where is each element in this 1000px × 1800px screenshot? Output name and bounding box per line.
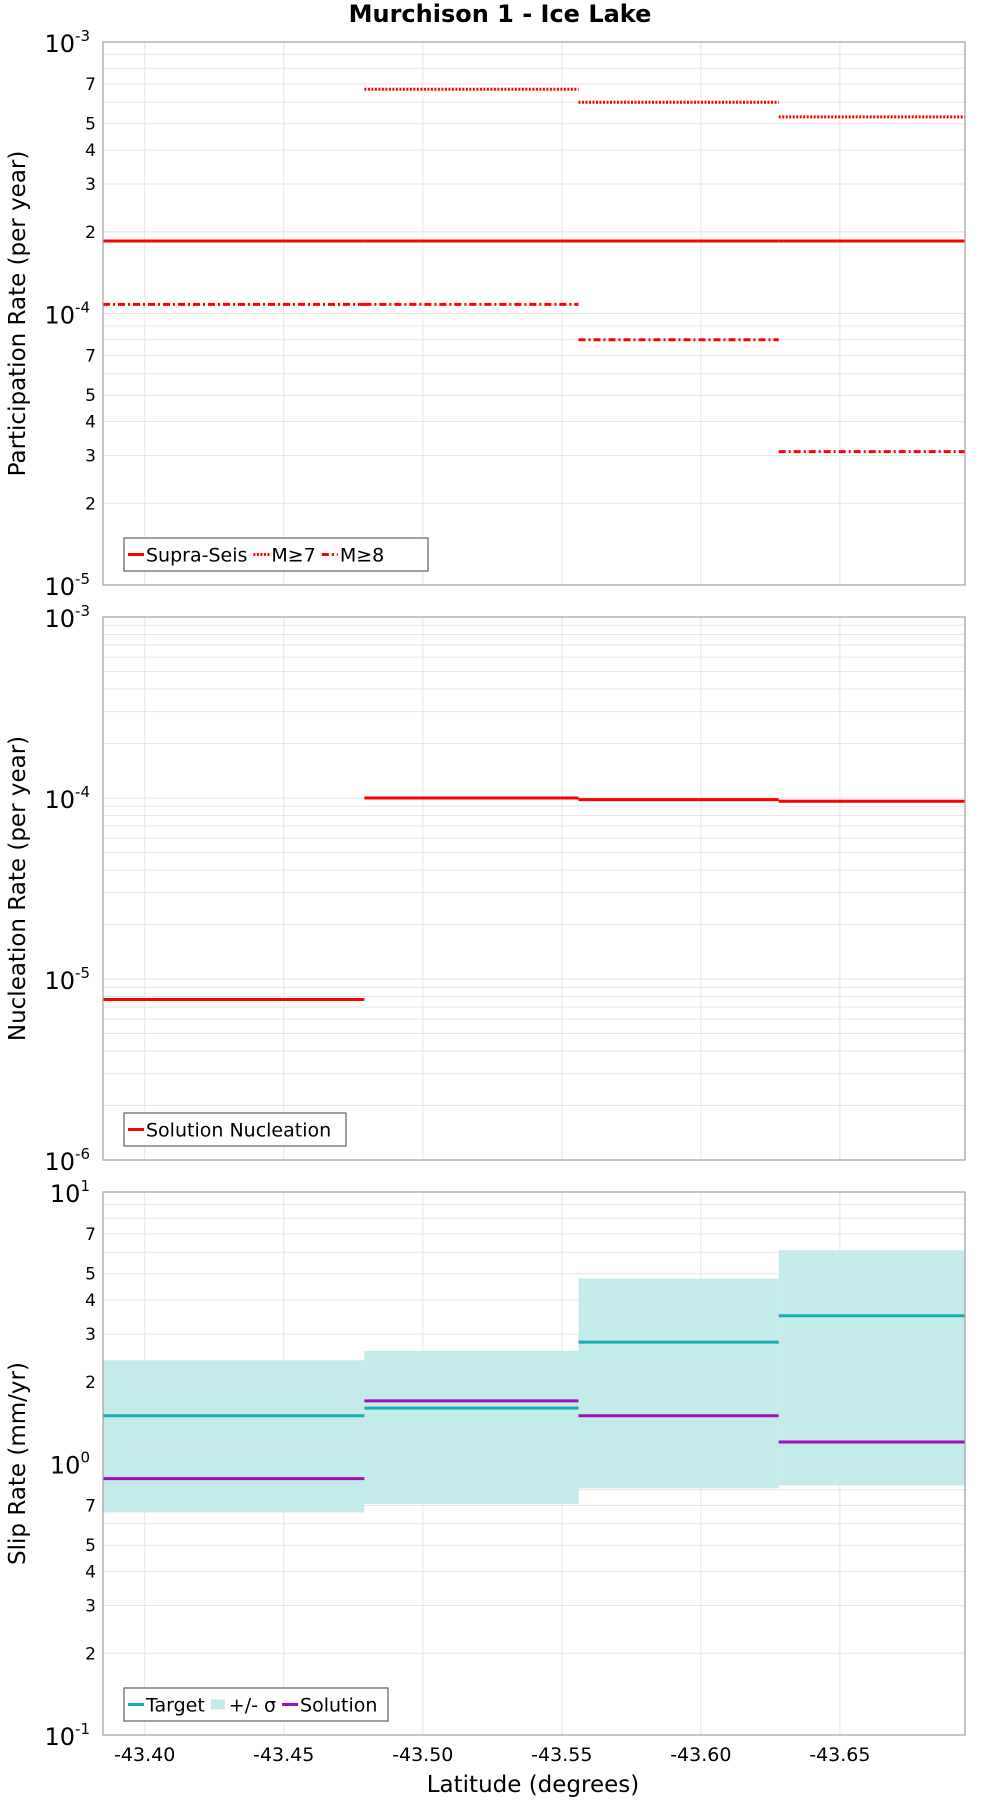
panel-1: 10-3 10-4 10-5 7 5 4 3 2 7 5 4 3 2 Participation Rate… xyxy=(5,27,966,601)
x-tick-label: -43.50 xyxy=(392,1744,453,1766)
y-tick-label: 10-1 xyxy=(44,1720,90,1751)
x-tick-label: -43.55 xyxy=(531,1744,592,1766)
y-tick-label: 10-5 xyxy=(44,964,90,995)
y-tick-label: 10-4 xyxy=(44,783,90,814)
legend-label: Supra-Seis xyxy=(146,545,247,567)
y-tick-label: 3 xyxy=(85,1325,96,1345)
legend-label: Target xyxy=(145,1695,205,1717)
y-axis-label: Participation Rate (per year) xyxy=(5,151,31,477)
legend-label: Solution Nucleation xyxy=(146,1120,331,1142)
y-axis-label: Nucleation Rate (per year) xyxy=(5,736,31,1041)
legend-label: Solution xyxy=(300,1695,377,1717)
y-tick-label: 10-3 xyxy=(44,27,90,58)
panel-2: 10-3 10-4 10-5 10-6 Nucleation Rate (per yea… xyxy=(5,602,966,1176)
band-segment xyxy=(364,1350,579,1504)
y-tick-label: 2 xyxy=(85,1644,96,1664)
y-tick-label: 10-5 xyxy=(44,570,90,601)
y-tick-label: 5 xyxy=(85,386,96,406)
y-tick-label: 7 xyxy=(85,1497,96,1517)
y-tick-label: 101 xyxy=(50,1177,90,1208)
band-segment xyxy=(103,1360,365,1513)
y-tick-label: 2 xyxy=(85,223,96,243)
y-tick-label: 4 xyxy=(85,413,96,433)
legend-label: M≥7 xyxy=(271,545,315,567)
y-tick-label: 4 xyxy=(85,1291,96,1311)
legend-label: +/- σ xyxy=(229,1695,276,1717)
x-tick-label: -43.60 xyxy=(670,1744,731,1766)
y-tick-label: 2 xyxy=(85,1373,96,1393)
legend: Supra-Seis M≥7 M≥8 xyxy=(123,537,429,572)
x-tick-label: -43.65 xyxy=(809,1744,870,1766)
band-segment xyxy=(778,1250,965,1486)
y-tick-label: 5 xyxy=(85,1536,96,1556)
y-tick-label: 10-3 xyxy=(44,602,90,633)
y-tick-label: 3 xyxy=(85,1596,96,1616)
y-tick-label: 10-6 xyxy=(44,1145,90,1176)
y-tick-label: 7 xyxy=(85,347,96,367)
chart-title: Murchison 1 - Ice Lake xyxy=(349,0,652,28)
plot-frame xyxy=(102,616,966,1161)
y-tick-label: 3 xyxy=(85,175,96,195)
y-tick-label: 10-4 xyxy=(44,299,90,330)
y-axis-label: Slip Rate (mm/yr) xyxy=(5,1362,31,1565)
x-tick-label: -43.40 xyxy=(114,1744,175,1766)
legend: Solution Nucleation xyxy=(123,1112,347,1147)
y-tick-label: 4 xyxy=(85,1563,96,1583)
x-axis-label: Latitude (degrees) xyxy=(427,1772,640,1798)
y-tick-label: 7 xyxy=(85,1225,96,1245)
band-segment xyxy=(578,1278,779,1489)
y-tick-label: 4 xyxy=(85,141,96,161)
plot-frame xyxy=(102,1191,966,1736)
y-tick-label: 3 xyxy=(85,446,96,466)
legend-label: M≥8 xyxy=(340,545,384,567)
panel-3: 101 100 10-1 7 5 4 3 2 7 5 4 3 2 Slip Rate (mm/yr) Tar… xyxy=(5,1177,966,1751)
y-tick-label: 5 xyxy=(85,115,96,135)
x-tick-label: -43.45 xyxy=(253,1744,314,1766)
y-tick-label: 2 xyxy=(85,494,96,514)
y-tick-label: 5 xyxy=(85,1265,96,1285)
y-tick-label: 100 xyxy=(50,1449,90,1480)
plot-frame xyxy=(102,41,966,586)
legend-swatch xyxy=(210,1699,225,1710)
y-tick-label: 7 xyxy=(85,75,96,95)
legend: Target +/- σ Solution xyxy=(123,1687,389,1722)
